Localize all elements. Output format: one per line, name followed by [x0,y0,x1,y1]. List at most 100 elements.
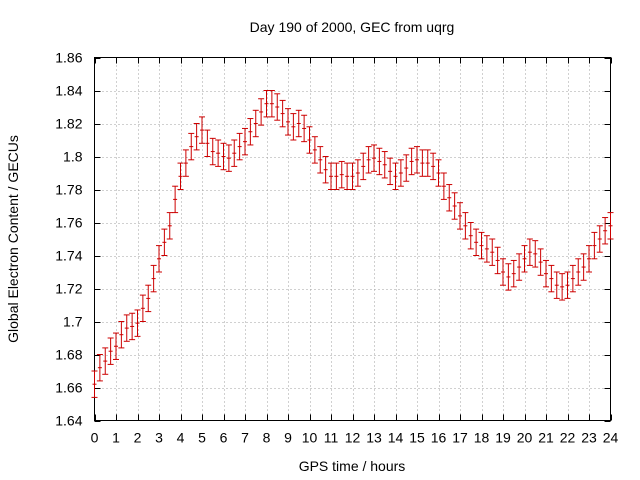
data-point [295,109,302,138]
y-axis-label: Global Electron Content / GECUs [5,135,21,343]
x-tick-label: 14 [388,430,404,446]
y-tick-label: 1.86 [55,50,82,66]
data-point [526,238,533,266]
data-point [516,253,523,281]
x-tick-label: 23 [581,430,597,446]
data-point [188,132,195,161]
data-point [107,337,114,365]
data-point [333,162,340,190]
x-tick-label: 18 [474,430,490,446]
data-point [328,162,334,190]
data-point [209,137,216,166]
data-point [129,312,136,341]
data-point [182,149,189,177]
x-tick-label: 12 [345,430,361,446]
y-tick-label: 1.7 [63,314,83,330]
data-point [225,144,232,172]
x-tick-label: 4 [177,430,185,446]
y-tick-label: 1.74 [55,248,82,264]
data-point [387,157,394,186]
data-point [602,217,609,245]
data-point [575,258,582,286]
data-point [252,109,259,138]
data-point [371,144,377,172]
data-point [102,347,109,375]
data-point [483,235,490,263]
data-point [360,152,367,181]
y-tick-label: 1.68 [55,347,82,363]
x-tick-label: 20 [517,430,533,446]
data-point [586,245,592,273]
data-point [607,212,614,240]
data-point [435,159,442,187]
data-point [457,202,463,230]
data-point [177,162,184,190]
axis-ticks: 0 1 2 3 4 5 6 7 8 9 10 11 12 13 14 15 16 17 18 19 20 21 22 23 24… [55,50,618,446]
data-point [505,263,512,291]
data-point [376,147,383,176]
data-point [139,294,146,322]
chart-title: Day 190 of 2000, GEC from uqrg [250,19,455,35]
data-point [134,309,141,337]
y-tick-label: 1.76 [55,215,82,231]
data-series [91,90,614,398]
y-tick-label: 1.78 [55,182,82,198]
data-point [430,152,437,181]
data-point [365,146,372,174]
data-point [285,108,291,136]
data-point [596,225,603,253]
data-point [123,314,130,342]
data-point [381,151,388,179]
data-point [564,271,571,299]
data-point [521,245,528,273]
data-point [220,142,227,171]
data-point [91,370,98,398]
x-tick-label: 24 [603,430,619,446]
data-point [322,156,329,184]
data-point [242,127,248,156]
y-tick-label: 1.66 [55,380,82,396]
y-tick-label: 1.8 [63,149,83,165]
data-point [268,90,275,118]
x-tick-label: 3 [155,430,163,446]
y-tick-label: 1.84 [55,83,82,99]
x-axis-label: GPS time / hours [299,458,406,474]
data-point [301,114,308,143]
data-point [500,258,506,286]
grid-lines [94,57,611,421]
data-point [494,246,501,275]
data-point [263,90,270,118]
x-tick-label: 22 [560,430,576,446]
data-point [397,159,404,187]
x-tick-label: 0 [91,430,99,446]
data-point [258,98,265,126]
data-point [118,321,125,349]
x-tick-label: 2 [134,430,142,446]
y-tick-label: 1.72 [55,281,82,297]
data-point [150,264,157,293]
data-point [392,162,399,190]
data-point [569,264,576,293]
x-tick-label: 19 [495,430,511,446]
data-point [403,154,410,182]
data-point [419,149,426,177]
data-point [414,146,420,174]
data-point [306,126,313,154]
data-point [161,228,168,256]
data-point [451,192,458,220]
data-point [274,93,281,121]
data-point [290,113,297,141]
x-tick-label: 8 [263,430,271,446]
data-point [311,136,318,164]
data-point [113,332,119,360]
data-point [462,212,469,240]
data-point [172,185,179,214]
data-point [580,253,587,281]
data-point [553,271,560,299]
data-point [317,146,324,174]
data-point [199,116,205,144]
data-point [349,162,356,190]
x-tick-label: 5 [198,430,206,446]
